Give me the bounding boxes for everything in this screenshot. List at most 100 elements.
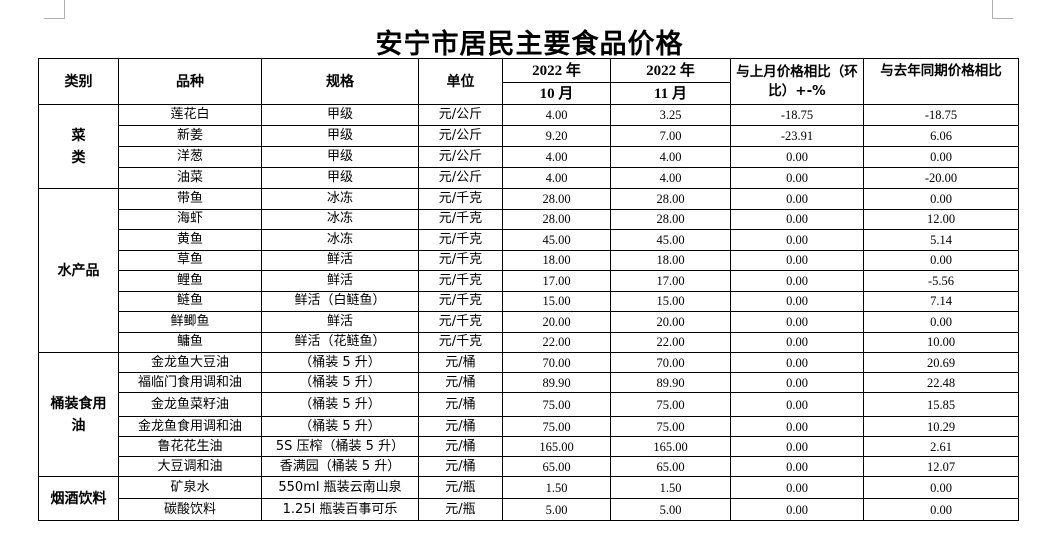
unit-cell: 元/瓶 [418, 476, 503, 499]
mom-cell: 0.00 [730, 456, 864, 477]
yoy-cell: 22.48 [863, 372, 1019, 393]
table-row: 金龙鱼菜籽油 （桶装 5 升） 元/桶 75.00 75.00 0.00 15.85 [39, 392, 1019, 417]
mom-cell: 0.00 [730, 229, 864, 251]
table-row: 水产品 带鱼 冰冻 元/千克 28.00 28.00 0.00 0.00 [38, 188, 1019, 353]
spec-cell: 鲜活 [261, 270, 419, 292]
spec-cell: 甲级 [261, 125, 419, 147]
page-corner-mark [44, 0, 65, 19]
variety-cell: 带鱼 [118, 188, 262, 210]
yoy-cell: -5.56 [863, 270, 1019, 292]
category-cell: 烟酒饮料 [38, 476, 119, 521]
nov-cell: 28.00 [610, 188, 731, 210]
variety-cell: 鲁花花生油 [118, 436, 262, 457]
nov-cell: 65.00 [610, 456, 731, 477]
oct-cell: 1.50 [502, 476, 611, 499]
unit-cell: 元/桶 [418, 392, 503, 417]
oct-cell: 89.90 [502, 372, 611, 393]
spec-cell: （桶装 5 升） [261, 416, 419, 437]
spec-cell: 550ml 瓶装云南山泉 [261, 476, 419, 499]
oct-cell: 75.00 [502, 392, 611, 417]
variety-cell: 金龙鱼大豆油 [118, 352, 262, 373]
nov-cell: 22.00 [610, 331, 731, 353]
variety-cell: 油菜 [118, 167, 262, 189]
page-corner-mark [992, 0, 1013, 19]
spec-cell: （桶装 5 升） [261, 392, 419, 417]
oct-cell: 4.00 [502, 167, 611, 189]
unit-cell: 元/桶 [418, 436, 503, 457]
oct-cell: 9.20 [502, 125, 611, 147]
oct-cell: 15.00 [502, 290, 611, 312]
mom-cell: 0.00 [730, 188, 864, 210]
unit-cell: 元/瓶 [418, 498, 503, 521]
mom-cell: 0.00 [730, 498, 864, 521]
header-variety: 品种 [118, 58, 262, 105]
spec-cell: 1.25l 瓶装百事可乐 [261, 498, 419, 521]
oct-cell: 4.00 [502, 104, 611, 126]
page-title: 安宁市居民主要食品价格 [375, 29, 684, 60]
table-row: 黄鱼 冰冻 元/千克 45.00 45.00 0.00 5.14 [39, 229, 1019, 251]
price-table: 类别 品种 规格 单位 2022 年 2022 年 与上月价格相比（环比）+-%… [38, 58, 1019, 521]
table-row: 桶装食用油 金龙鱼大豆油 （桶装 5 升） 元/桶 70.00 70.00 0.00 20.6… [38, 352, 1019, 477]
category-cell: 水产品 [38, 188, 119, 353]
oct-cell: 17.00 [502, 270, 611, 292]
header-oct-month: 10 月 [502, 82, 611, 105]
unit-cell: 元/千克 [418, 311, 503, 333]
category-cell: 菜 类 [38, 104, 119, 189]
table-row: 鲢鱼 鲜活（白鲢鱼） 元/千克 15.00 15.00 0.00 7.14 [39, 290, 1019, 312]
oct-cell: 4.00 [502, 146, 611, 168]
yoy-cell: 10.29 [863, 416, 1019, 437]
table-row: 菜 类莲花白 甲级 元/公斤 4.00 3.25 -18.75 -18.75 [38, 104, 1019, 189]
oct-cell: 70.00 [502, 352, 611, 373]
nov-cell: 75.00 [610, 416, 731, 437]
unit-cell: 元/千克 [418, 249, 503, 271]
nov-cell: 1.50 [610, 476, 731, 499]
variety-cell: 碳酸饮料 [118, 498, 262, 521]
nov-cell: 4.00 [610, 146, 731, 168]
oct-cell: 28.00 [502, 208, 611, 230]
nov-cell: 45.00 [610, 229, 731, 251]
mom-cell: 0.00 [730, 208, 864, 230]
header-category: 类别 [38, 58, 119, 105]
unit-cell: 元/公斤 [418, 125, 503, 147]
unit-cell: 元/千克 [418, 331, 503, 353]
table-row: 鲤鱼 鲜活 元/千克 17.00 17.00 0.00 -5.56 [39, 270, 1019, 292]
unit-cell: 元/桶 [418, 416, 503, 437]
mom-cell: 0.00 [730, 270, 864, 292]
variety-cell: 金龙鱼菜籽油 [118, 392, 262, 417]
oct-cell: 165.00 [502, 436, 611, 457]
yoy-cell: 0.00 [863, 498, 1019, 521]
oct-cell: 22.00 [502, 331, 611, 353]
yoy-cell: 12.07 [863, 456, 1019, 477]
unit-cell: 元/千克 [418, 188, 503, 210]
nov-cell: 7.00 [610, 125, 731, 147]
yoy-cell: 0.00 [863, 146, 1019, 168]
mom-cell: 0.00 [730, 352, 864, 373]
nov-cell: 70.00 [610, 352, 731, 373]
table-row: 鲁花花生油 5S 压榨（桶装 5 升） 元/桶 165.00 165.00 0.00 2.6… [39, 436, 1019, 457]
variety-cell: 洋葱 [118, 146, 262, 168]
unit-cell: 元/桶 [418, 352, 503, 373]
mom-cell: 0.00 [730, 249, 864, 271]
unit-cell: 元/桶 [418, 372, 503, 393]
header-nov-month: 11 月 [610, 82, 731, 105]
unit-cell: 元/千克 [418, 270, 503, 292]
unit-cell: 元/公斤 [418, 167, 503, 189]
yoy-cell: 0.00 [863, 311, 1019, 333]
nov-cell: 4.00 [610, 167, 731, 189]
mom-cell: 0.00 [730, 331, 864, 353]
unit-cell: 元/千克 [418, 208, 503, 230]
yoy-cell: 6.06 [863, 125, 1019, 147]
nov-cell: 18.00 [610, 249, 731, 271]
variety-cell: 鲢鱼 [118, 290, 262, 312]
yoy-cell: -20.00 [863, 167, 1019, 189]
variety-cell: 矿泉水 [118, 476, 262, 499]
yoy-cell: 0.00 [863, 249, 1019, 271]
unit-cell: 元/桶 [418, 456, 503, 477]
spec-cell: 冰冻 [261, 229, 419, 251]
table-row: 碳酸饮料 1.25l 瓶装百事可乐 元/瓶 5.00 5.00 0.00 0.00 [39, 498, 1019, 521]
spec-cell: 5S 压榨（桶装 5 升） [261, 436, 419, 457]
mom-cell: 0.00 [730, 167, 864, 189]
yoy-cell: 7.14 [863, 290, 1019, 312]
spec-cell: 鲜活（白鲢鱼） [261, 290, 419, 312]
variety-cell: 鲤鱼 [118, 270, 262, 292]
